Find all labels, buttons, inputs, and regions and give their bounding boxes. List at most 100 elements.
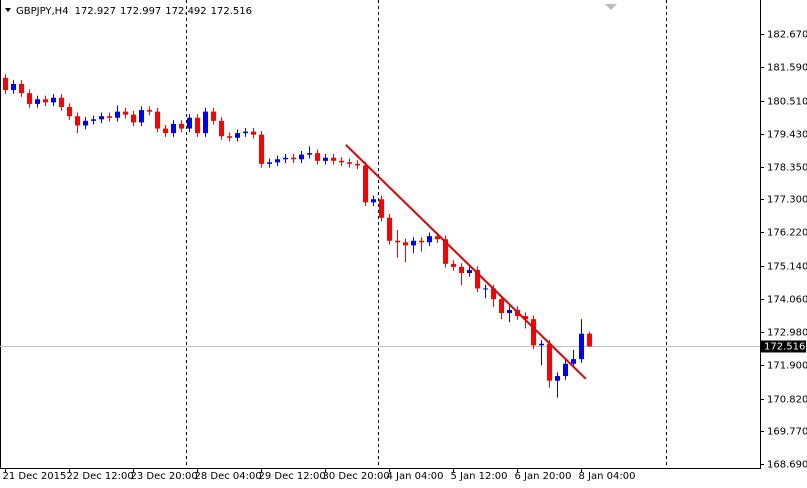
candle-body xyxy=(427,236,432,243)
y-tick-label: 169.770 xyxy=(767,427,807,438)
candle-body xyxy=(259,134,264,164)
y-tick-label: 172.980 xyxy=(767,328,807,339)
candle-body xyxy=(355,163,360,166)
y-tick-label: 178.350 xyxy=(767,163,807,174)
y-tick-label: 176.220 xyxy=(767,228,807,239)
candle-body xyxy=(131,114,136,123)
candle-body xyxy=(403,242,408,246)
x-tick-label: 28 Dec 04:00 xyxy=(195,471,262,482)
candle-body xyxy=(11,83,16,91)
candle-body xyxy=(483,288,488,290)
candle-body xyxy=(171,123,176,134)
y-tick-label: 180.510 xyxy=(767,97,807,108)
x-tick-label: 29 Dec 12:00 xyxy=(259,471,326,482)
candle-body xyxy=(107,116,112,118)
x-tick-label: 22 Dec 12:00 xyxy=(67,471,134,482)
candle-body xyxy=(211,111,216,121)
candle-body xyxy=(275,159,280,163)
candle-body xyxy=(179,123,184,129)
candle-body xyxy=(315,153,320,161)
candle-body xyxy=(411,240,416,246)
candle-body xyxy=(579,333,584,360)
candle-body xyxy=(491,288,496,300)
candle-body xyxy=(323,157,328,161)
candle-body xyxy=(3,77,8,91)
candle-body xyxy=(163,128,168,134)
candle-body xyxy=(91,119,96,121)
y-tick-label: 181.590 xyxy=(767,63,807,74)
candle-body xyxy=(99,116,104,120)
candle-body xyxy=(243,131,248,134)
candle-body xyxy=(115,111,120,118)
candle-body xyxy=(523,316,528,320)
candle-body xyxy=(331,157,336,161)
candle-body xyxy=(531,319,536,346)
candle-body xyxy=(27,93,32,104)
candle-body xyxy=(475,269,480,289)
price-label-box xyxy=(761,340,806,353)
ohlc-open: 172.927 xyxy=(75,6,116,17)
candle-body xyxy=(387,217,392,241)
y-tick-label: 170.820 xyxy=(767,395,807,406)
candle-body xyxy=(187,117,192,129)
shift-marker xyxy=(605,4,617,10)
x-tick-label: 6 Jan 20:00 xyxy=(515,471,572,482)
candle-body xyxy=(139,110,144,123)
candle-body xyxy=(539,343,544,346)
candle-body xyxy=(283,157,288,160)
candle-body xyxy=(67,107,72,117)
menu-arrow xyxy=(5,8,11,12)
candle-body xyxy=(59,97,64,108)
candle-body xyxy=(443,239,448,264)
candle-body xyxy=(219,120,224,137)
candle-body xyxy=(227,136,232,138)
x-tick-label: 4 Jan 04:00 xyxy=(387,471,444,482)
ohlc-high: 172.997 xyxy=(120,6,161,17)
candle-body xyxy=(19,83,24,94)
candle-body xyxy=(43,99,48,103)
candle-body xyxy=(555,376,560,381)
candle-body xyxy=(195,117,200,134)
candle-body xyxy=(467,269,472,274)
candle-body xyxy=(563,363,568,377)
candle-body xyxy=(547,343,552,381)
ohlc-low: 172.492 xyxy=(165,6,206,17)
y-tick-label: 179.430 xyxy=(767,130,807,141)
candle-body xyxy=(251,131,256,135)
candle-body xyxy=(307,153,312,155)
candle-body xyxy=(435,236,440,240)
candle-body xyxy=(75,116,80,126)
x-tick-label: 5 Jan 12:00 xyxy=(451,471,508,482)
x-tick-label: 21 Dec 2015 xyxy=(3,471,67,482)
candle-body xyxy=(123,111,128,115)
candle-body xyxy=(419,240,424,243)
candle-body xyxy=(235,133,240,138)
candle-body xyxy=(267,162,272,164)
y-tick-label: 182.670 xyxy=(767,30,807,41)
candle-body xyxy=(291,157,296,160)
trendline xyxy=(345,144,587,380)
candle-body xyxy=(499,299,504,314)
candle-body xyxy=(299,154,304,160)
y-tick-label: 177.300 xyxy=(767,195,807,206)
x-tick-label: 23 Dec 20:00 xyxy=(131,471,198,482)
x-tick-label: 8 Jan 04:00 xyxy=(579,471,636,482)
price-label: 172.516 xyxy=(764,342,805,353)
candle-body xyxy=(459,266,464,274)
x-tick-label: 30 Dec 20:00 xyxy=(323,471,390,482)
y-tick-label: 168.690 xyxy=(767,460,807,471)
candle-body xyxy=(147,110,152,112)
candle-body xyxy=(395,240,400,243)
candle-body xyxy=(35,99,40,104)
candle-body xyxy=(203,111,208,134)
header: GBPJPY,H4 172.927 172.997 172.492 172.516 xyxy=(16,6,252,17)
candle-body xyxy=(339,160,344,163)
y-tick-label: 171.900 xyxy=(767,361,807,372)
candle-body xyxy=(83,120,88,126)
symbol: GBPJPY,H4 xyxy=(16,6,69,17)
candle-body xyxy=(347,162,352,164)
candle-body xyxy=(155,111,160,129)
ohlc-close: 172.516 xyxy=(211,6,252,17)
y-tick-label: 174.060 xyxy=(767,295,807,306)
